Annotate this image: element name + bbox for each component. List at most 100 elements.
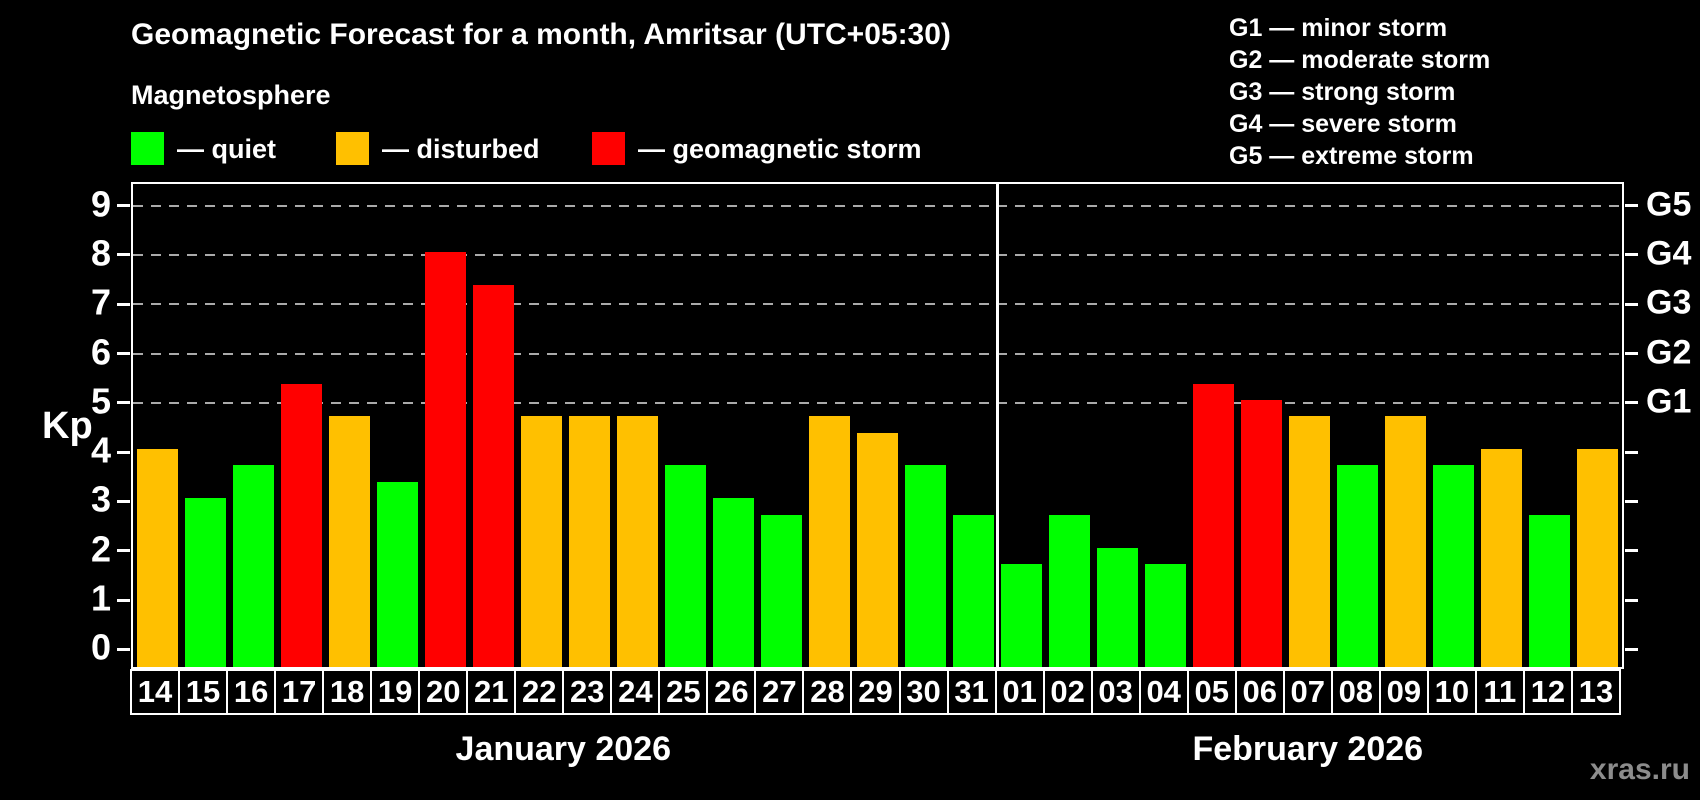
- gridline-kp-6: [133, 352, 1622, 355]
- bar-day-31: [953, 514, 995, 667]
- bar-day-29: [857, 432, 898, 667]
- bar-day-09: [1385, 416, 1427, 667]
- watermark: xras.ru: [1589, 753, 1690, 786]
- bar-day-20: [424, 251, 466, 667]
- y-tick-right-0: [1625, 647, 1638, 651]
- y-tick-right-9: [1625, 204, 1638, 208]
- y-tick-label-6: 6: [90, 331, 111, 373]
- y-tick-label-7: 7: [90, 281, 111, 323]
- y-tick-right-4: [1625, 450, 1638, 454]
- day-label-07: 07: [1282, 669, 1333, 715]
- bar-day-16: [232, 465, 274, 667]
- bar-day-08: [1337, 465, 1379, 667]
- legend-label-quiet: — quiet: [177, 134, 276, 164]
- bar-day-21: [472, 284, 514, 667]
- bar-day-11: [1481, 449, 1523, 667]
- y-tick-label-1: 1: [90, 577, 111, 619]
- gridline-kp-7: [133, 303, 1622, 306]
- day-label-23: 23: [562, 669, 613, 715]
- day-label-16: 16: [226, 669, 277, 715]
- month-label-0: January 2026: [455, 730, 672, 768]
- y-tick-right-6: [1625, 352, 1638, 356]
- bar-day-01: [1001, 563, 1043, 667]
- day-label-25: 25: [658, 669, 709, 715]
- disturbed-swatch: [336, 132, 369, 165]
- day-label-19: 19: [370, 669, 421, 715]
- y-tick-label-2: 2: [90, 528, 111, 570]
- plot-area: 0 1 2 3 4 5 6 7 8 9 G1 G2 G3 G4 G5: [91, 182, 1691, 669]
- g-level-label-G2: G2: [1646, 333, 1692, 372]
- day-label-09: 09: [1378, 669, 1429, 715]
- bar-day-04: [1145, 563, 1187, 667]
- y-tick-label-4: 4: [90, 429, 111, 471]
- bar-day-07: [1289, 416, 1331, 667]
- g-level-label-G4: G4: [1646, 234, 1692, 273]
- gridline-kp-9: [133, 204, 1622, 207]
- day-label-29: 29: [850, 669, 901, 715]
- quiet-swatch: [131, 132, 164, 165]
- y-tick-right-3: [1625, 499, 1638, 503]
- bar-day-27: [760, 514, 802, 667]
- day-label-13: 13: [1570, 669, 1621, 715]
- y-tick-left-6: [117, 352, 130, 356]
- g-legend-line-3: G3 — strong storm: [1229, 78, 1456, 106]
- legend-label-storm: — geomagnetic storm: [638, 134, 922, 164]
- day-label-28: 28: [802, 669, 853, 715]
- day-label-17: 17: [274, 669, 325, 715]
- g-legend-line-2: G2 — moderate storm: [1229, 46, 1491, 74]
- y-tick-label-9: 9: [90, 183, 111, 225]
- bar-day-15: [184, 498, 226, 667]
- y-tick-right-2: [1625, 549, 1638, 553]
- day-label-31: 31: [946, 669, 997, 715]
- legend-item-disturbed: — disturbed: [336, 132, 576, 166]
- bar-day-30: [905, 465, 947, 667]
- bar-day-05: [1193, 383, 1235, 667]
- y-tick-label-8: 8: [90, 232, 111, 274]
- y-tick-left-1: [117, 598, 130, 602]
- y-tick-right-5: [1625, 401, 1638, 405]
- g-scale-legend: G1 — minor storm G2 — moderate storm G3 …: [1229, 12, 1490, 172]
- bar-day-18: [328, 416, 370, 667]
- day-axis: 14 15 16 17 18 19 20 21 22 23 24 25 26 27 28 29 30 31 01 02…: [130, 669, 1624, 715]
- bar-day-22: [520, 416, 562, 667]
- chart-subtitle: Magnetosphere: [131, 80, 331, 110]
- bar-day-06: [1241, 399, 1283, 667]
- bar-day-28: [808, 416, 850, 667]
- plot-inner: 0 1 2 3 4 5 6 7 8 9 G1 G2 G3 G4 G5: [91, 184, 1691, 667]
- y-tick-right-8: [1625, 253, 1638, 257]
- day-label-24: 24: [610, 669, 661, 715]
- bar-day-02: [1049, 514, 1091, 667]
- day-label-02: 02: [1042, 669, 1093, 715]
- day-label-11: 11: [1474, 669, 1525, 715]
- day-label-01: 01: [994, 669, 1045, 715]
- y-tick-left-0: [117, 647, 130, 651]
- y-tick-right-1: [1625, 598, 1638, 602]
- legend-label-disturbed: — disturbed: [382, 134, 540, 164]
- bar-day-19: [376, 482, 418, 667]
- day-label-06: 06: [1234, 669, 1285, 715]
- g-legend-line-1: G1 — minor storm: [1229, 14, 1448, 42]
- g-level-label-G3: G3: [1646, 283, 1692, 322]
- g-level-label-G1: G1: [1646, 382, 1692, 421]
- day-label-04: 04: [1138, 669, 1189, 715]
- legend-item-quiet: — quiet: [131, 132, 331, 166]
- bar-day-14: [136, 449, 178, 667]
- bar-day-13: [1577, 449, 1619, 667]
- day-label-10: 10: [1426, 669, 1477, 715]
- legend-item-storm: — geomagnetic storm: [592, 132, 952, 166]
- day-label-05: 05: [1186, 669, 1237, 715]
- day-label-22: 22: [514, 669, 565, 715]
- y-axis-title: Kp: [42, 405, 93, 447]
- g-legend-line-4: G4 — severe storm: [1229, 110, 1457, 138]
- gridline-kp-5: [133, 401, 1622, 404]
- g-legend-line-5: G5 — extreme storm: [1229, 142, 1474, 170]
- day-label-08: 08: [1330, 669, 1381, 715]
- day-label-03: 03: [1090, 669, 1141, 715]
- bar-day-10: [1433, 465, 1475, 667]
- day-label-30: 30: [898, 669, 949, 715]
- chart-title: Geomagnetic Forecast for a month, Amrits…: [131, 18, 951, 51]
- gridline-kp-8: [133, 253, 1622, 256]
- y-tick-left-2: [117, 549, 130, 553]
- y-tick-left-9: [117, 204, 130, 208]
